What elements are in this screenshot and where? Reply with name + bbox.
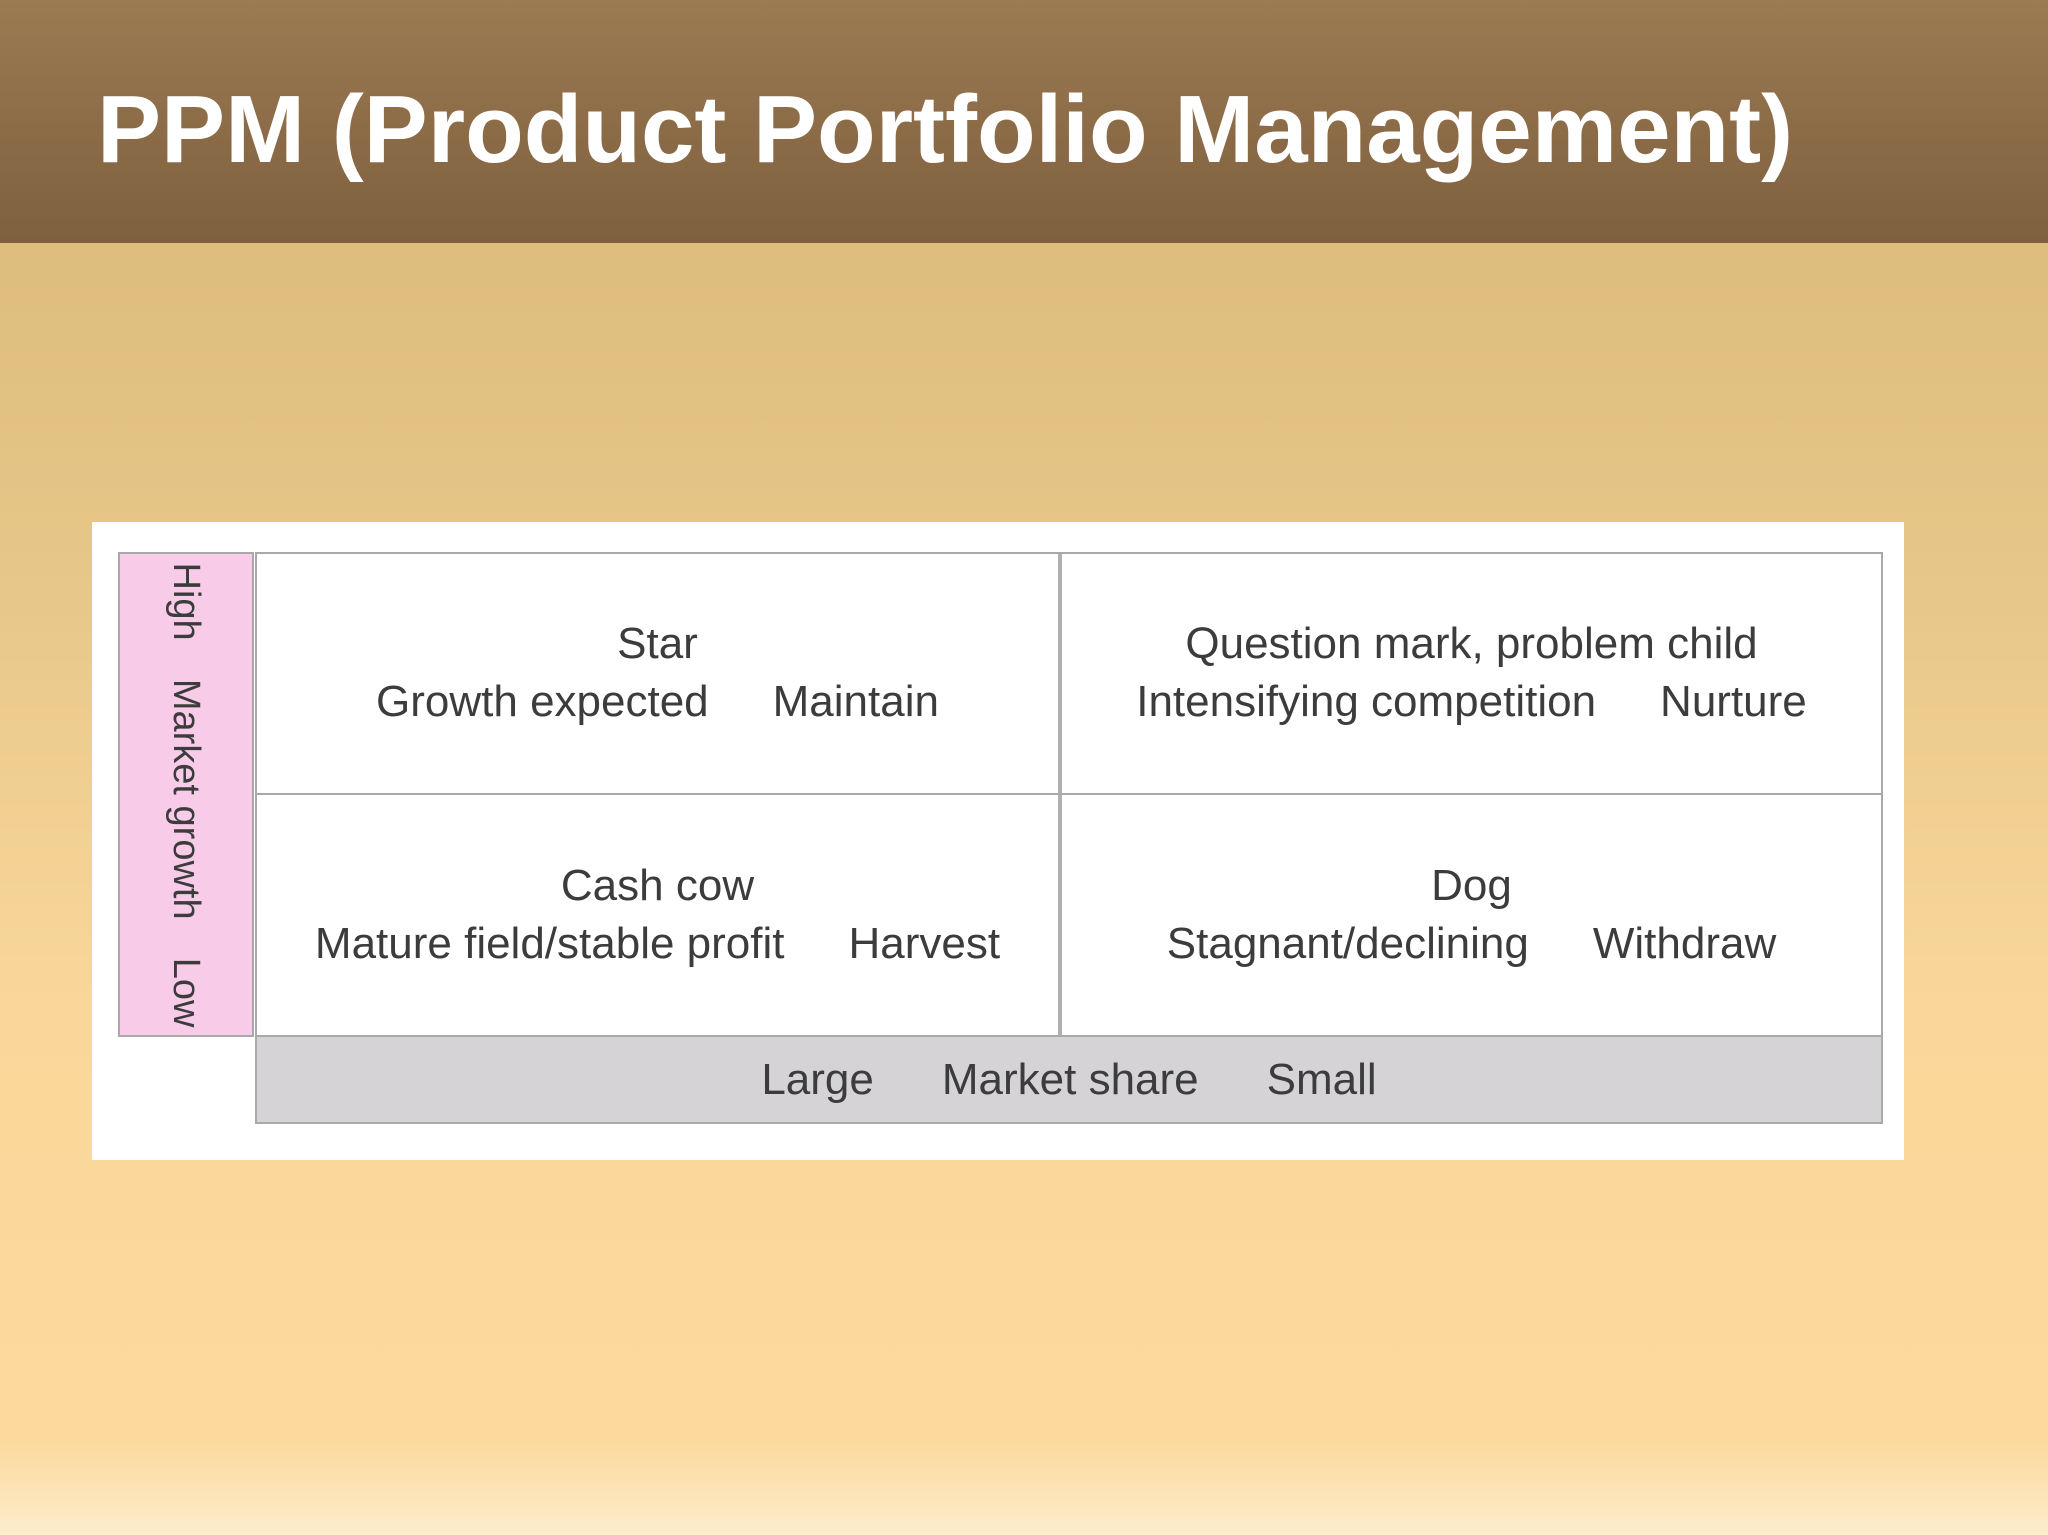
quadrant-condition: Mature field/stable profit [314,918,785,968]
quadrant-name: Star [617,619,698,669]
ppm-matrix-figure: High Market growth Low Star Growth expec… [92,522,1904,1160]
quadrant-grid: Star Growth expected Maintain Question m… [255,552,1883,1037]
title-bar: PPM (Product Portfolio Management) [0,0,2048,243]
quadrant-strategy: Nurture [1660,677,1807,727]
quadrant-question-mark: Question mark, problem child Intensifyin… [1062,554,1881,795]
quadrant-dog: Dog Stagnant/declining Withdraw [1062,795,1881,1036]
quadrant-name: Question mark, problem child [1185,619,1758,669]
axis-x-title: Market share [941,1054,1199,1104]
market-share-axis: Large Market share Small [255,1035,1883,1124]
quadrant-strategy: Harvest [848,918,1001,968]
quadrant-cash-cow: Cash cow Mature field/stable profit Harv… [257,794,1062,1035]
axis-y-title: Market growth [165,678,208,920]
quadrant-name: Cash cow [560,860,755,910]
quadrant-star: Star Growth expected Maintain [257,554,1062,795]
axis-x-large-label: Large [761,1054,874,1104]
axis-y-high-label: High [165,562,208,641]
axis-y-low-label: Low [165,957,208,1027]
market-growth-axis: High Market growth Low [118,552,254,1037]
quadrant-strategy: Maintain [772,677,939,727]
quadrant-strategy: Withdraw [1592,918,1777,968]
slide-title: PPM (Product Portfolio Management) [97,76,1794,183]
axis-x-small-label: Small [1266,1054,1377,1104]
quadrant-name: Dog [1431,860,1512,910]
quadrant-condition: Stagnant/declining [1166,918,1529,968]
quadrant-condition: Growth expected [376,677,709,727]
quadrant-condition: Intensifying competition [1136,677,1597,727]
